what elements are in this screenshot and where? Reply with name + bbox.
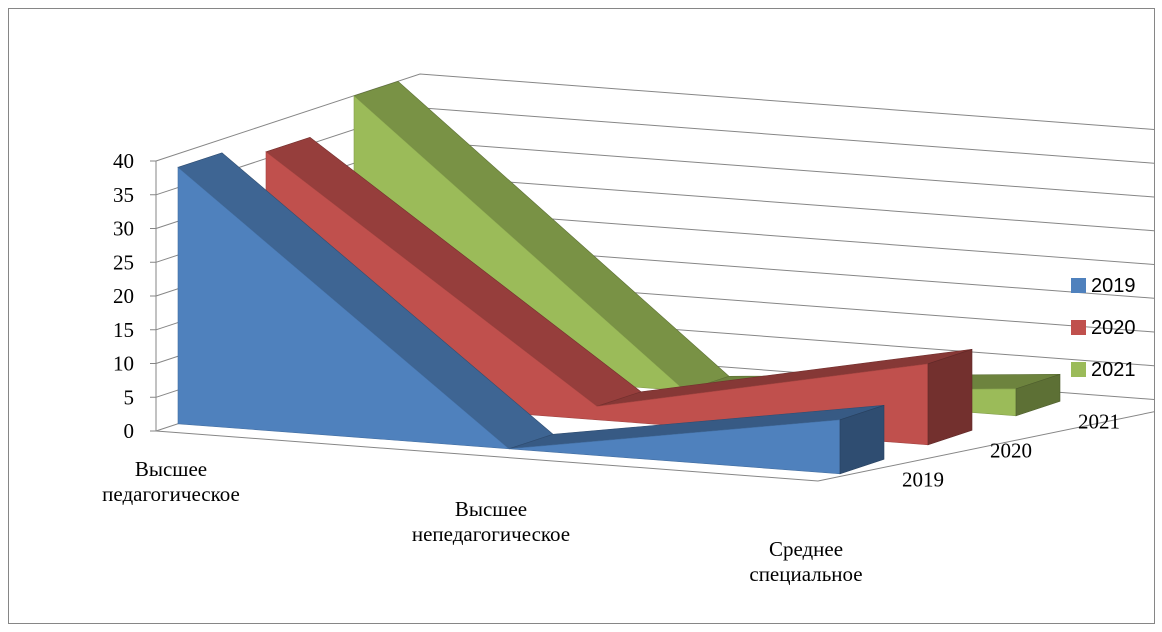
axis-labels: 0 5 10 15 20 25 30 35 40 Высшее педагогическое Высш… [102, 149, 1120, 586]
series-end-face [927, 348, 973, 446]
legend-label: 2020 [1091, 317, 1136, 339]
series-ribbons [177, 80, 1061, 475]
y-tick-label: 0 [124, 419, 135, 443]
depth-label: 2019 [902, 468, 944, 492]
gridline [155, 73, 1154, 162]
legend: 2019 2020 2021 [1071, 275, 1136, 381]
category-label: Среднее специальное [749, 537, 862, 586]
chart-area: 0 5 10 15 20 25 30 35 40 Высшее педагогическое Высш… [102, 73, 1154, 586]
x-axis-line [155, 430, 819, 482]
y-tick-label: 5 [124, 385, 135, 409]
y-tick-label: 25 [113, 250, 134, 274]
y-tick-label: 10 [113, 352, 134, 376]
series-end-face [1015, 373, 1061, 417]
y-tick-label: 30 [113, 217, 134, 241]
legend-swatch [1071, 362, 1086, 377]
chart-frame: 0 5 10 15 20 25 30 35 40 Высшее педагогическое Высш… [8, 8, 1155, 624]
category-label: Высшее непедагогическое [412, 497, 570, 546]
series-2019 [177, 152, 885, 475]
legend-swatch [1071, 278, 1086, 293]
category-label: Высшее педагогическое [102, 457, 240, 506]
y-tick-label: 40 [113, 149, 134, 173]
legend-label: 2021 [1091, 359, 1136, 381]
depth-label: 2021 [1078, 410, 1120, 434]
depth-axis-line [817, 411, 1154, 482]
legend-label: 2019 [1091, 275, 1136, 297]
series-end-face [839, 404, 885, 475]
depth-label: 2020 [990, 439, 1032, 463]
y-tick-label: 20 [113, 284, 134, 308]
y-tick-label: 15 [113, 318, 134, 342]
y-tick-label: 35 [113, 183, 134, 207]
axes [150, 160, 1154, 482]
legend-swatch [1071, 320, 1086, 335]
